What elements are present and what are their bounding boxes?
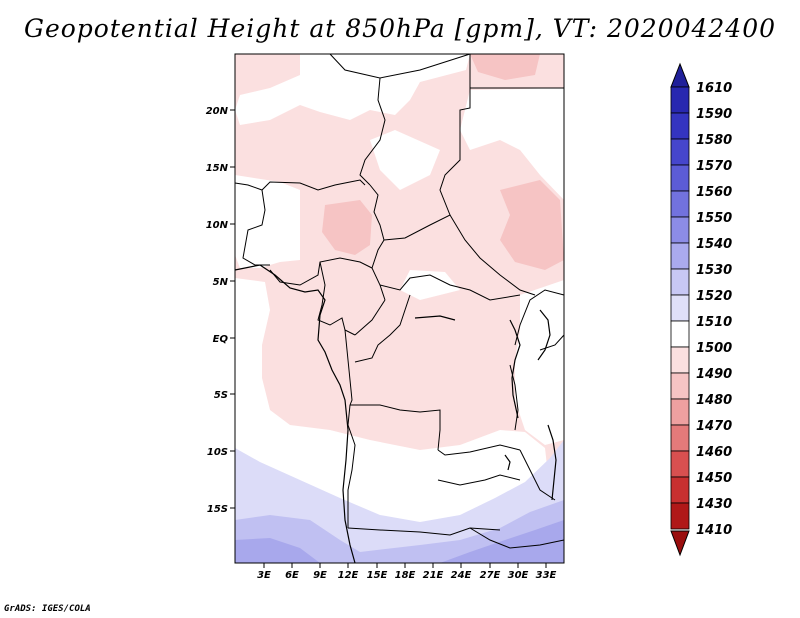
colorbar-label: 1610 xyxy=(696,81,732,96)
lon-label: 30E xyxy=(508,570,529,581)
grads-credit: GrADS: IGES/COLA xyxy=(4,604,91,614)
contour-pink-top xyxy=(470,54,540,80)
colorbar-label: 1590 xyxy=(696,107,732,122)
colorbar: 1610 1590 1580 1570 1560 1550 1540 1530 1520 1510… xyxy=(670,62,732,557)
colorbar-label: 1460 xyxy=(696,445,732,460)
colorbar-bottom-arrow xyxy=(670,530,690,557)
colorbar-label: 1560 xyxy=(696,185,732,200)
lat-label: 10S xyxy=(207,447,228,458)
map-title: Geopotential Height at 850hPa [gpm], VT:… xyxy=(23,14,777,43)
colorbar-label: 1500 xyxy=(696,341,732,356)
colorbar-segment xyxy=(670,476,690,504)
lon-label: 24E xyxy=(451,570,472,581)
lat-label: 20N xyxy=(206,106,229,117)
colorbar-segment xyxy=(670,424,690,452)
colorbar-segment xyxy=(670,242,690,270)
lat-label: 5N xyxy=(213,277,229,288)
colorbar-segment xyxy=(670,164,690,192)
lon-label: 33E xyxy=(536,570,557,581)
colorbar-segment xyxy=(670,190,690,218)
colorbar-segment xyxy=(670,450,690,478)
colorbar-segment xyxy=(670,112,690,140)
lon-label: 18E xyxy=(395,570,416,581)
colorbar-segment xyxy=(670,320,690,348)
lon-label: 21E xyxy=(423,570,444,581)
lat-label: 10N xyxy=(206,220,229,231)
lon-axis: 3E 6E 9E 12E 15E 18E 21E 24E 27E 30E 33E xyxy=(257,563,557,581)
colorbar-segment xyxy=(670,268,690,296)
contour-white-mid xyxy=(370,130,440,190)
colorbar-label: 1550 xyxy=(696,211,732,226)
coastlines xyxy=(234,264,557,564)
lat-label: 15S xyxy=(207,504,228,515)
lat-label: 15N xyxy=(206,163,229,174)
colorbar-label: 1580 xyxy=(696,133,732,148)
contour-blue-dark xyxy=(235,520,564,563)
colorbar-label: 1510 xyxy=(696,315,732,330)
colorbar-label: 1540 xyxy=(696,237,732,252)
colorbar-segment xyxy=(670,86,690,114)
lon-label: 15E xyxy=(367,570,388,581)
colorbar-label: 1490 xyxy=(696,367,732,382)
map-plot xyxy=(234,53,565,564)
lat-label: EQ xyxy=(213,334,229,345)
contour-white-sahel xyxy=(235,175,300,268)
country-borders xyxy=(234,53,565,549)
contour-white-ne xyxy=(460,88,564,200)
lon-label: 9E xyxy=(313,570,327,581)
colorbar-segment xyxy=(670,502,690,530)
colorbar-segment xyxy=(670,346,690,374)
contour-pink-nw xyxy=(322,200,372,255)
contour-pink-ne1 xyxy=(500,180,564,270)
contour-white-east xyxy=(515,280,564,445)
colorbar-label: 1430 xyxy=(696,497,732,512)
colorbar-label: 1570 xyxy=(696,159,732,174)
colorbar-label: 1410 xyxy=(696,523,732,538)
lon-label: 3E xyxy=(257,570,271,581)
colorbar-top-arrow xyxy=(670,62,690,88)
lon-label: 12E xyxy=(338,570,359,581)
colorbar-label: 1520 xyxy=(696,289,732,304)
colorbar-segment xyxy=(670,216,690,244)
lat-axis: 20N 15N 10N 5N EQ 5S 10S 15S xyxy=(206,106,235,515)
colorbar-segment xyxy=(670,138,690,166)
lon-label: 6E xyxy=(285,570,299,581)
colorbar-segment xyxy=(670,398,690,426)
colorbar-segment xyxy=(670,294,690,322)
contour-blue-mid xyxy=(235,500,564,563)
colorbar-label: 1480 xyxy=(696,393,732,408)
colorbar-label: 1450 xyxy=(696,471,732,486)
lon-label: 27E xyxy=(480,570,501,581)
colorbar-label: 1530 xyxy=(696,263,732,278)
colorbar-segment xyxy=(670,372,690,400)
lat-label: 5S xyxy=(214,390,228,401)
map-frame xyxy=(234,53,565,564)
contour-white-south xyxy=(235,278,548,525)
colorbar-label: 1470 xyxy=(696,419,732,434)
